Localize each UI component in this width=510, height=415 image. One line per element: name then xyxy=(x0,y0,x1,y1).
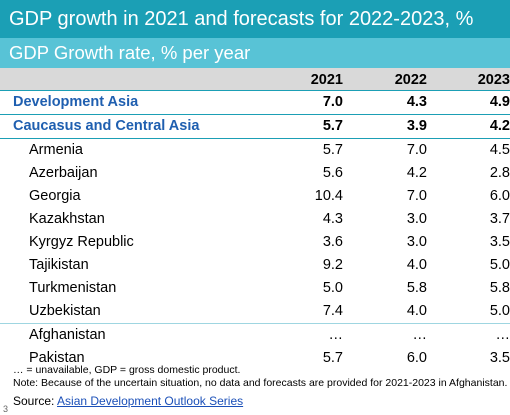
row-label: Armenia xyxy=(29,142,83,158)
value-2023: 5.8 xyxy=(489,280,510,296)
value-2021: 5.6 xyxy=(322,165,343,181)
table-row: Kyrgyz Republic 3.6 3.0 3.5 xyxy=(0,231,510,254)
table-body: Development Asia 7.0 4.3 4.9 Caucasus and Ce… xyxy=(0,90,510,370)
row-label: Development Asia xyxy=(13,94,139,110)
value-2021: 5.7 xyxy=(322,142,343,158)
table-row: Pakistan 5.7 6.0 3.5 xyxy=(0,347,510,370)
page-number: 3 xyxy=(3,404,9,414)
value-2023: … xyxy=(495,327,510,343)
source-link[interactable]: Asian Development Outlook Series xyxy=(57,394,244,408)
value-2021: 5.0 xyxy=(322,280,343,296)
note-unavailable: … = unavailable, GDP = gross domestic pr… xyxy=(13,364,241,376)
table-row: Armenia 5.7 7.0 4.5 xyxy=(0,138,510,162)
value-2022: 6.0 xyxy=(406,350,427,366)
table-row: Azerbaijan 5.6 4.2 2.8 xyxy=(0,162,510,185)
table-row: Uzbekistan 7.4 4.0 5.0 xyxy=(0,300,510,323)
note-afghanistan: Note: Because of the uncertain situation… xyxy=(13,377,508,389)
value-2021: 4.3 xyxy=(322,211,343,227)
table-row: Afghanistan … … … xyxy=(0,323,510,347)
value-2023: 2.8 xyxy=(489,165,510,181)
table-row: Turkmenistan 5.0 5.8 5.8 xyxy=(0,277,510,300)
value-2023: 5.0 xyxy=(489,303,510,319)
value-2021: … xyxy=(328,327,344,343)
source-line: Source: Asian Development Outlook Series xyxy=(13,394,243,408)
row-label: Kyrgyz Republic xyxy=(29,234,134,250)
row-label: Caucasus and Central Asia xyxy=(13,118,200,134)
value-2021: 5.7 xyxy=(322,350,343,366)
value-2022: 4.0 xyxy=(406,257,427,273)
table-row: Development Asia 7.0 4.3 4.9 xyxy=(0,90,510,114)
row-label: Tajikistan xyxy=(29,257,89,273)
value-2021: 7.4 xyxy=(322,303,343,319)
value-2022: 5.8 xyxy=(406,280,427,296)
column-header-2021: 2021 xyxy=(310,72,343,88)
row-label: Turkmenistan xyxy=(29,280,117,296)
row-label: Uzbekistan xyxy=(29,303,101,319)
value-2022: 4.0 xyxy=(406,303,427,319)
row-label: Kazakhstan xyxy=(29,211,105,227)
value-2022: 3.0 xyxy=(406,211,427,227)
row-label: Pakistan xyxy=(29,350,85,366)
row-label: Georgia xyxy=(29,188,81,204)
table-header-row: 2021 2022 2023 xyxy=(0,68,510,90)
value-2022: 4.3 xyxy=(406,94,427,110)
table-subtitle: GDP Growth rate, % per year xyxy=(0,38,510,68)
value-2021: 10.4 xyxy=(314,188,343,204)
value-2023: 5.0 xyxy=(489,257,510,273)
row-label: Afghanistan xyxy=(29,327,106,343)
table-row: Caucasus and Central Asia 5.7 3.9 4.2 xyxy=(0,114,510,138)
value-2022: 3.9 xyxy=(406,118,427,134)
table-row: Georgia 10.4 7.0 6.0 xyxy=(0,185,510,208)
value-2021: 7.0 xyxy=(322,94,343,110)
table-row: Kazakhstan 4.3 3.0 3.7 xyxy=(0,208,510,231)
column-header-2023: 2023 xyxy=(477,72,510,88)
value-2023: 4.9 xyxy=(489,94,510,110)
value-2023: 3.5 xyxy=(489,350,510,366)
value-2023: 4.2 xyxy=(489,118,510,134)
value-2022: 7.0 xyxy=(406,142,427,158)
value-2022: 7.0 xyxy=(406,188,427,204)
value-2021: 3.6 xyxy=(322,234,343,250)
value-2023: 3.7 xyxy=(489,211,510,227)
value-2021: 5.7 xyxy=(322,118,343,134)
value-2022: 3.0 xyxy=(406,234,427,250)
value-2023: 4.5 xyxy=(489,142,510,158)
gdp-table: 2021 2022 2023 Development Asia 7.0 4.3 4.9… xyxy=(0,68,510,370)
value-2023: 6.0 xyxy=(489,188,510,204)
row-label: Azerbaijan xyxy=(29,165,98,181)
table-notes: … = unavailable, GDP = gross domestic pr… xyxy=(13,364,507,390)
source-label: Source: xyxy=(13,394,55,408)
value-2022: … xyxy=(412,327,428,343)
value-2021: 9.2 xyxy=(322,257,343,273)
table-title: GDP growth in 2021 and forecasts for 202… xyxy=(0,0,510,38)
value-2022: 4.2 xyxy=(406,165,427,181)
value-2023: 3.5 xyxy=(489,234,510,250)
column-header-2022: 2022 xyxy=(394,72,427,88)
table-row: Tajikistan 9.2 4.0 5.0 xyxy=(0,254,510,277)
